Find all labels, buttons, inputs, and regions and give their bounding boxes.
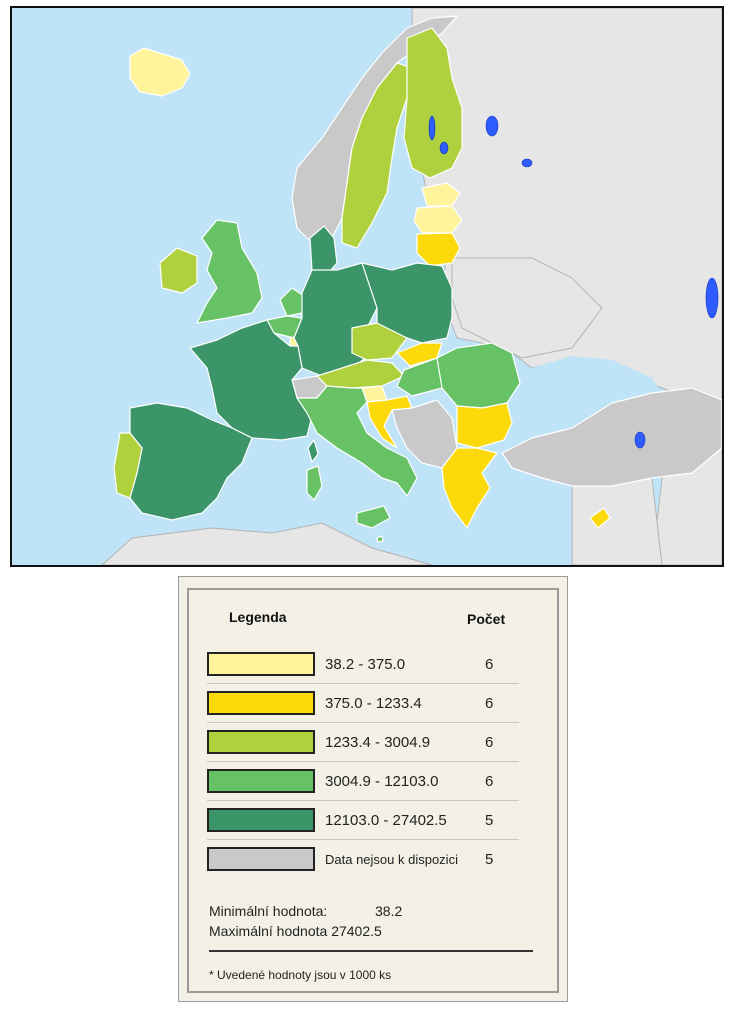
- corsica: [307, 439, 319, 463]
- legend-swatch: [207, 769, 315, 793]
- legend-panel: Legenda Počet 38.2 - 375.0 6 375.0 - 123…: [178, 576, 568, 1002]
- legend-swatch: [207, 808, 315, 832]
- legend-swatch: [207, 847, 315, 871]
- legend-divider: [207, 800, 519, 801]
- min-value: 38.2: [375, 903, 403, 919]
- lake: [521, 158, 533, 168]
- lake: [439, 141, 449, 155]
- min-value-line: Minimální hodnota: 38.2: [209, 903, 402, 919]
- ireland: [159, 247, 198, 294]
- legend-row: 38.2 - 375.0 6: [207, 646, 519, 684]
- legend-count: 5: [485, 812, 494, 829]
- land-belarus-ukraine: [451, 257, 603, 359]
- legend-row: 1233.4 - 3004.9 6: [207, 724, 519, 762]
- poland: [361, 262, 453, 344]
- legend-box: Legenda Počet 38.2 - 375.0 6 375.0 - 123…: [187, 588, 559, 993]
- czech-republic: [351, 322, 408, 361]
- legend-swatch: [207, 652, 315, 676]
- legend-title: Legenda: [229, 609, 287, 625]
- legend-divider: [207, 761, 519, 762]
- legend-divider: [207, 839, 519, 840]
- europe-map: [10, 6, 724, 567]
- black-sea: [532, 356, 662, 398]
- legend-divider: [207, 722, 519, 723]
- romania: [436, 342, 521, 409]
- turkey: [501, 387, 722, 487]
- legend-row: 3004.9 - 12103.0 6: [207, 763, 519, 801]
- lithuania: [416, 232, 461, 267]
- legend-divider-line: [209, 950, 533, 952]
- legend-count-header: Počet: [467, 611, 506, 627]
- italy: [296, 385, 418, 497]
- map-canvas: [12, 8, 722, 565]
- sweden: [341, 62, 413, 249]
- legend-range-label: 3004.9 - 12103.0: [325, 773, 439, 790]
- sardinia: [306, 465, 323, 501]
- legend-range-label: 38.2 - 375.0: [325, 656, 406, 673]
- legend-swatch: [207, 691, 315, 715]
- max-value: 27402.5: [331, 923, 382, 939]
- max-value-line: Maximální hodnota 27402.5: [209, 923, 382, 939]
- units-note: * Uvedené hodnoty jsou v 1000 ks: [209, 968, 392, 982]
- max-value-label: Maximální hodnota: [209, 923, 328, 939]
- legend-count: 6: [485, 734, 494, 751]
- legend-row: 375.0 - 1233.4 6: [207, 685, 519, 723]
- legend-count: 6: [485, 656, 494, 673]
- legend-row: 12103.0 - 27402.5 5: [207, 802, 519, 840]
- land-north-africa: [101, 522, 433, 565]
- estonia: [421, 182, 461, 207]
- slovakia: [396, 342, 443, 367]
- legend-count: 5: [485, 851, 494, 868]
- legend-row: Data nejsou k dispozici 5: [207, 841, 519, 879]
- legend-count: 6: [485, 773, 494, 790]
- lake: [428, 115, 436, 141]
- latvia: [413, 205, 463, 234]
- united-kingdom: [196, 219, 263, 324]
- cyprus: [589, 507, 611, 529]
- lake: [485, 115, 499, 137]
- land-middle-east: [571, 477, 663, 565]
- legend-range-label: 12103.0 - 27402.5: [325, 812, 447, 829]
- legend-swatch: [207, 730, 315, 754]
- portugal: [113, 432, 143, 499]
- iceland: [129, 47, 191, 97]
- legend-no-data-label: Data nejsou k dispozici: [325, 852, 458, 867]
- malta: [376, 535, 384, 543]
- greece: [441, 447, 498, 529]
- legend-range-label: 375.0 - 1233.4: [325, 695, 422, 712]
- bulgaria: [456, 402, 513, 449]
- finland: [403, 27, 463, 179]
- sicily: [356, 505, 391, 529]
- min-value-label: Minimální hodnota:: [209, 903, 328, 919]
- caspian-sea: [705, 277, 719, 319]
- legend-divider: [207, 683, 519, 684]
- legend-range-label: 1233.4 - 3004.9: [325, 734, 431, 751]
- legend-count: 6: [485, 695, 494, 712]
- lake: [634, 431, 646, 449]
